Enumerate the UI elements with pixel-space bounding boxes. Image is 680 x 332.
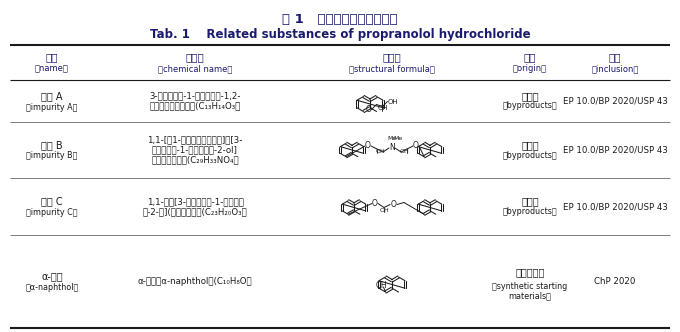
Text: EP 10.0/BP 2020/USP 43: EP 10.0/BP 2020/USP 43 xyxy=(562,202,668,211)
Text: OH: OH xyxy=(388,99,398,105)
Text: 二醇（二醇衍生物）(C₁₃H₁₄O₃）: 二醇（二醇衍生物）(C₁₃H₁₄O₃） xyxy=(150,102,241,111)
Text: 结构式: 结构式 xyxy=(383,52,401,62)
Text: 杂质 A: 杂质 A xyxy=(41,91,63,101)
Text: N: N xyxy=(389,143,395,152)
Text: 名称: 名称 xyxy=(46,52,58,62)
Text: OH: OH xyxy=(375,149,385,154)
Text: （萘亚甲基-1-氧基）丙烷-2-ol]: （萘亚甲基-1-氧基）丙烷-2-ol] xyxy=(152,145,238,154)
Text: α-萘酚: α-萘酚 xyxy=(41,272,63,282)
Text: EP 10.0/BP 2020/USP 43: EP 10.0/BP 2020/USP 43 xyxy=(562,97,668,106)
Text: materials）: materials） xyxy=(509,291,551,300)
Text: （α-naphthol）: （α-naphthol） xyxy=(25,283,79,292)
Text: 杂质 C: 杂质 C xyxy=(41,197,63,207)
Text: O: O xyxy=(365,141,371,150)
Text: 杂质 B: 杂质 B xyxy=(41,140,63,150)
Text: Me: Me xyxy=(388,136,396,141)
Text: OH: OH xyxy=(377,106,388,112)
Text: EP 10.0/BP 2020/USP 43: EP 10.0/BP 2020/USP 43 xyxy=(562,145,668,154)
Text: 来源: 来源 xyxy=(524,52,537,62)
Text: （impurity B）: （impurity B） xyxy=(27,151,78,160)
Text: 副产物: 副产物 xyxy=(521,197,539,207)
Text: （byproducts）: （byproducts） xyxy=(503,207,558,216)
Text: （synthetic starting: （synthetic starting xyxy=(492,282,568,291)
Text: （inclusion）: （inclusion） xyxy=(592,64,639,73)
Text: 表 1   盐酸普萘洛尔有关物质: 表 1 盐酸普萘洛尔有关物质 xyxy=(282,13,398,26)
Text: 收录: 收录 xyxy=(609,52,622,62)
Text: O: O xyxy=(413,141,419,150)
Text: O: O xyxy=(391,200,397,209)
Text: （impurity A）: （impurity A） xyxy=(27,103,78,112)
Text: OH: OH xyxy=(375,281,388,290)
Text: 1,1-[（1-甲基乙基）亚胺基]二[3-: 1,1-[（1-甲基乙基）亚胺基]二[3- xyxy=(148,135,243,144)
Text: Tab. 1    Related substances of propranolol hydrochloride: Tab. 1 Related substances of propranolol… xyxy=(150,28,530,41)
Text: O: O xyxy=(372,199,378,208)
Text: Me: Me xyxy=(393,136,403,141)
Text: α-萘酚（α-naphthol）(C₁₀H₈O）: α-萘酚（α-naphthol）(C₁₀H₈O） xyxy=(137,277,252,286)
Text: （impurity C）: （impurity C） xyxy=(27,208,78,217)
Text: 烷-2-醇](二醚衍生物）(C₂₃H₂₀O₃）: 烷-2-醇](二醚衍生物）(C₂₃H₂₀O₃） xyxy=(143,207,248,216)
Text: OH: OH xyxy=(379,208,389,212)
Text: 副产物: 副产物 xyxy=(521,91,539,101)
Text: O: O xyxy=(366,105,371,114)
Text: （origin）: （origin） xyxy=(513,64,547,73)
Text: （叔胺衍生物）(C₂₉H₃₃NO₄）: （叔胺衍生物）(C₂₉H₃₃NO₄） xyxy=(151,155,239,164)
Text: （chemical name）: （chemical name） xyxy=(158,64,232,73)
Text: OH: OH xyxy=(399,149,409,154)
Text: （byproducts）: （byproducts） xyxy=(503,102,558,111)
Text: （name）: （name） xyxy=(35,64,69,73)
Text: ChP 2020: ChP 2020 xyxy=(594,277,636,286)
Text: 合成起始物: 合成起始物 xyxy=(515,268,545,278)
Text: 1,1-氧基[3-（萘亚甲基-1-氧基）丙: 1,1-氧基[3-（萘亚甲基-1-氧基）丙 xyxy=(147,197,243,206)
Text: 3-（萘亚甲基-1-氧基）丙烷-1,2-: 3-（萘亚甲基-1-氧基）丙烷-1,2- xyxy=(149,92,241,101)
Text: 副产物: 副产物 xyxy=(521,140,539,150)
Text: （structural formula）: （structural formula） xyxy=(349,64,435,73)
Text: 化学名: 化学名 xyxy=(186,52,205,62)
Text: （byproducts）: （byproducts） xyxy=(503,150,558,159)
